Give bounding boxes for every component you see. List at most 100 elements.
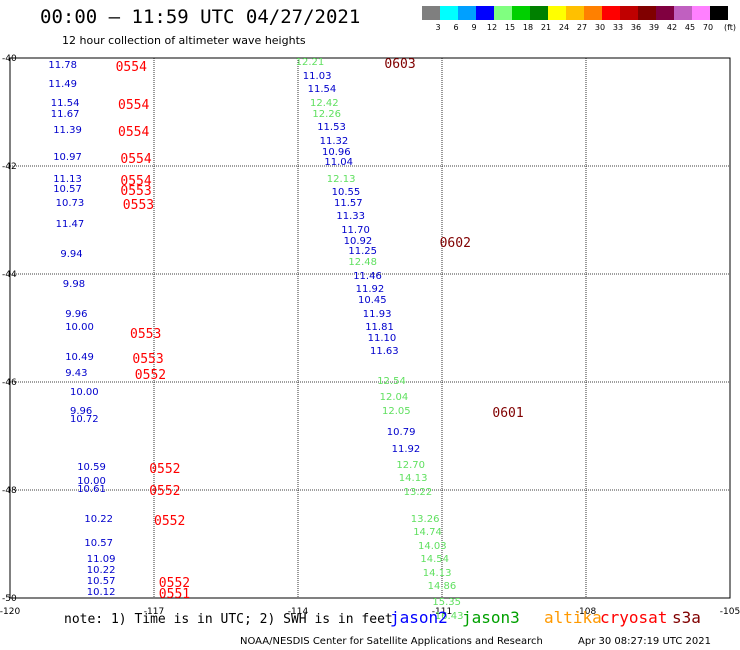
wave-height-value: 10.61 — [77, 484, 106, 495]
footnote: note: 1) Time is in UTC; 2) SWH is in fe… — [64, 612, 393, 627]
pass-time-label: 0554 — [118, 124, 150, 140]
wave-height-value: 10.49 — [65, 351, 94, 363]
satellite-cryosat: cryosat — [600, 608, 668, 627]
wave-height-value: 10.12 — [86, 586, 116, 598]
lat-tick-label: -46 — [2, 378, 17, 388]
wave-height-value: 14.74 — [413, 527, 442, 539]
lon-tick-label: -120 — [0, 607, 20, 617]
color-swatch — [566, 6, 584, 20]
color-swatch — [584, 6, 602, 20]
lat-tick-label: -42 — [2, 162, 17, 172]
wave-height-value: 11.92 — [391, 443, 421, 455]
wave-height-value: 10.00 — [77, 475, 106, 487]
pass-time-label: 0554 — [120, 151, 152, 167]
lon-tick-label: -114 — [288, 607, 309, 617]
generated-timestamp: Apr 30 08:27:19 UTC 2021 — [578, 636, 711, 647]
map-title: 00:00 – 11:59 UTC 04/27/2021 — [40, 6, 361, 28]
wave-height-value: 13.26 — [410, 513, 440, 525]
wave-height-value: 14.86 — [427, 581, 457, 593]
color-swatch — [530, 6, 548, 20]
wave-height-value: 10.97 — [53, 151, 82, 163]
color-scale-tick: 15 — [505, 23, 515, 32]
color-scale-unit: (ft) — [724, 23, 736, 32]
lat-tick-label: -44 — [2, 270, 17, 280]
pass-time-label: 0552 — [134, 367, 167, 383]
pass-time-label: 0603 — [384, 57, 416, 73]
wave-height-value: 10.72 — [70, 413, 99, 425]
color-scale-tick: 27 — [577, 23, 587, 32]
wave-height-value: 11.63 — [370, 346, 399, 358]
credit-line: NOAA/NESDIS Center for Satellite Applica… — [240, 636, 543, 647]
wave-height-value: 10.22 — [86, 565, 116, 576]
pass-time-label: 0552 — [158, 575, 191, 591]
color-scale-tick: 3 — [435, 23, 440, 32]
wave-height-value: 12.04 — [379, 392, 409, 404]
color-scale-tick: 33 — [613, 23, 623, 32]
wave-height-value: 11.57 — [334, 197, 363, 209]
pass-time-label: 0552 — [149, 484, 181, 499]
color-scale-tick: 45 — [685, 23, 695, 32]
wave-height-value: 10.59 — [77, 462, 106, 474]
color-scale-tick: 36 — [631, 23, 641, 32]
wave-height-value: 11.93 — [362, 308, 392, 320]
color-scale-tick: 30 — [595, 23, 605, 32]
wave-height-value: 11.49 — [48, 79, 78, 90]
color-swatch — [440, 6, 458, 20]
lat-tick-label: -50 — [2, 594, 17, 604]
map-subtitle: 12 hour collection of altimeter wave hei… — [62, 34, 306, 47]
wave-height-value: 12.70 — [396, 459, 426, 471]
wave-height-value: 11.78 — [48, 60, 78, 72]
wave-height-value: 12.13 — [326, 173, 356, 185]
lon-tick-label: -117 — [144, 607, 164, 617]
wave-height-value: 11.10 — [367, 332, 397, 344]
lon-tick-label: -111 — [432, 607, 452, 617]
wave-height-value: 11.67 — [50, 108, 80, 120]
color-swatch — [638, 6, 656, 20]
wave-height-value: 11.46 — [353, 270, 382, 282]
color-swatch — [602, 6, 620, 20]
wave-height-value: 10.45 — [358, 295, 387, 306]
color-swatch — [476, 6, 494, 20]
color-scale-tick: 24 — [559, 23, 569, 32]
wave-height-value: 10.79 — [386, 427, 416, 439]
wave-height-value: 11.47 — [55, 219, 85, 231]
satellite-s3a: s3a — [672, 608, 701, 627]
wave-height-value: 10.22 — [84, 513, 114, 525]
color-swatch — [512, 6, 530, 20]
color-swatch — [656, 6, 674, 20]
lon-tick-label: -108 — [576, 607, 597, 617]
color-swatch — [692, 6, 710, 20]
wave-height-value: 11.70 — [341, 224, 370, 236]
wave-height-value: 14.54 — [420, 554, 450, 566]
color-scale-legend: 3 6 9 12 15 18 21 24 27 30 33 36 39 42 45 70 (ft) — [422, 6, 736, 32]
wave-height-value: 12.21 — [295, 57, 325, 69]
wave-height-value: 16.43 — [434, 610, 464, 622]
color-swatch — [494, 6, 512, 20]
color-scale-tick: 70 — [703, 23, 713, 32]
wave-height-value: 15.35 — [432, 597, 462, 609]
pass-time-label: 0552 — [149, 462, 181, 478]
wave-height-value: 9.98 — [62, 278, 86, 290]
wave-height-value: 9.96 — [70, 405, 93, 417]
wave-height-value: 9.94 — [60, 249, 83, 261]
wave-height-value: 10.92 — [343, 235, 373, 247]
wave-height-value: 10.73 — [55, 197, 85, 209]
pass-time-label: 0554 — [115, 60, 147, 76]
pass-time-label: 0601 — [492, 405, 524, 421]
wave-height-value: 11.04 — [324, 157, 354, 169]
satellite-jason3: jason3 — [462, 608, 520, 627]
wave-height-value: 10.96 — [322, 146, 351, 158]
wave-height-value: 11.54 — [307, 84, 337, 96]
wave-height-value: 12.05 — [382, 405, 411, 417]
wave-height-value: 11.32 — [319, 135, 349, 147]
color-scale-tick: 12 — [487, 23, 497, 32]
color-swatch — [458, 6, 476, 20]
wave-height-value: 14.13 — [422, 567, 452, 579]
lat-tick-label: -48 — [2, 486, 17, 496]
wave-height-value: 10.55 — [331, 187, 361, 198]
wave-height-value: 14.03 — [418, 540, 447, 552]
color-swatch — [620, 6, 638, 20]
wave-height-value: 14.13 — [398, 473, 428, 485]
color-scale-tick: 42 — [667, 23, 677, 32]
